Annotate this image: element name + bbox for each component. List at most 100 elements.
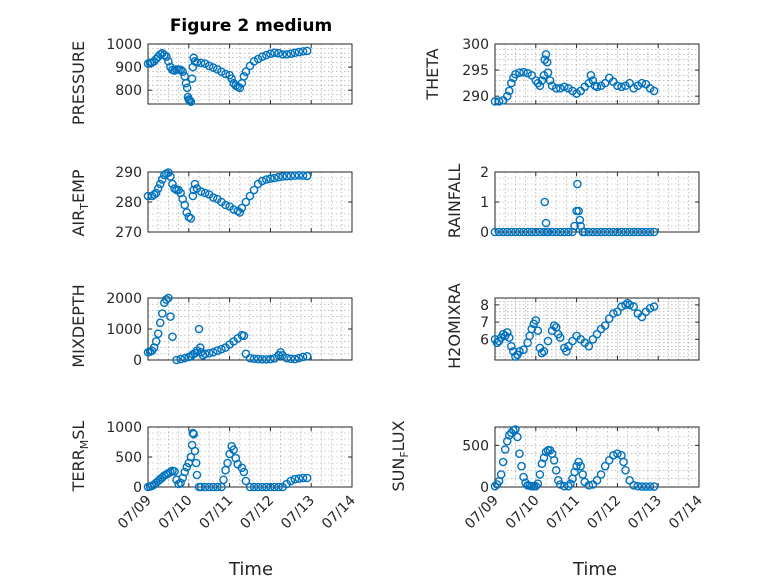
- data-point: [237, 463, 247, 473]
- data-point: [511, 352, 520, 361]
- y-axis-label-h2omixra: H2OMIXRA: [445, 283, 464, 369]
- data-point: [533, 479, 543, 488]
- y-tick-label: 900: [115, 60, 142, 76]
- data-point: [204, 348, 214, 358]
- x-tick-label: 07/11: [197, 493, 237, 533]
- data-point: [253, 482, 263, 492]
- data-point: [649, 302, 659, 311]
- data-point: [541, 218, 551, 228]
- data-point: [584, 481, 594, 490]
- data-point: [592, 82, 602, 92]
- data-point: [229, 445, 238, 455]
- y-tick-label: 800: [115, 83, 142, 99]
- data-point: [537, 348, 547, 358]
- y-tick-label: 1000: [106, 322, 142, 338]
- data-point: [609, 309, 618, 318]
- data-point: [572, 461, 581, 471]
- data-point: [257, 355, 267, 364]
- data-point: [504, 86, 514, 96]
- data-point: [555, 84, 565, 93]
- data-point: [523, 227, 532, 237]
- data-point: [190, 179, 200, 189]
- data-point: [149, 190, 159, 199]
- data-point: [270, 482, 279, 492]
- data-point: [490, 97, 500, 106]
- data-point: [502, 227, 512, 237]
- data-point: [562, 347, 571, 356]
- data-point: [551, 84, 561, 93]
- data-point: [649, 86, 659, 96]
- y-tick-label: 0: [480, 225, 489, 241]
- data-point: [239, 72, 249, 81]
- data-point: [166, 312, 175, 321]
- data-point: [282, 171, 292, 181]
- data-point: [257, 176, 267, 186]
- data-point: [494, 97, 504, 106]
- data-point: [592, 476, 602, 485]
- data-point: [249, 185, 259, 195]
- data-point: [531, 227, 541, 237]
- data-point: [541, 447, 551, 457]
- data-point: [164, 293, 173, 303]
- data-point: [645, 482, 655, 491]
- data-point: [553, 476, 563, 485]
- data-point: [535, 470, 545, 479]
- data-point: [564, 481, 573, 491]
- data-point: [570, 467, 579, 477]
- data-point: [592, 227, 602, 237]
- data-point: [527, 227, 537, 237]
- data-point: [180, 467, 190, 477]
- data-point: [294, 474, 304, 483]
- data-point: [564, 227, 573, 237]
- data-point: [580, 227, 590, 237]
- data-point: [186, 214, 196, 223]
- data-point: [186, 97, 196, 106]
- data-point: [492, 338, 502, 348]
- data-point: [235, 208, 245, 217]
- data-point: [502, 91, 512, 101]
- axes-box: [494, 297, 700, 361]
- data-point: [629, 481, 639, 490]
- data-point: [621, 300, 630, 310]
- data-point: [588, 76, 598, 85]
- data-point: [507, 78, 516, 88]
- data-point: [584, 341, 594, 351]
- y-tick-label: 500: [462, 438, 489, 454]
- data-point: [170, 467, 179, 476]
- data-point: [578, 470, 588, 479]
- data-point: [187, 74, 197, 83]
- data-point: [540, 55, 550, 64]
- data-point: [498, 227, 508, 237]
- data-point: [507, 341, 516, 351]
- data-point: [286, 49, 296, 58]
- data-point: [539, 227, 549, 237]
- data-point: [600, 461, 610, 471]
- axes-box: [147, 43, 353, 105]
- data-point: [253, 354, 263, 364]
- subplot-8: 0 500 07/09 07/10 07/11 07/12 07/13 07/14: [462, 425, 706, 532]
- data-point: [535, 81, 545, 91]
- data-point: [537, 76, 547, 85]
- y-axis-label-mixdepth: MIXDEPTH: [69, 284, 88, 367]
- y-tick-label: 1000: [106, 420, 142, 436]
- data-point: [257, 482, 267, 492]
- data-point: [513, 432, 522, 442]
- data-point: [237, 203, 247, 213]
- data-point: [586, 71, 596, 80]
- data-point: [511, 425, 520, 434]
- data-point: [600, 321, 610, 330]
- data-point: [596, 227, 606, 237]
- data-point: [185, 96, 194, 105]
- data-point: [249, 482, 259, 492]
- data-point: [180, 200, 190, 210]
- y-tick-label: 1: [480, 195, 489, 211]
- data-point: [641, 227, 651, 237]
- data-point: [637, 482, 647, 491]
- data-point: [262, 50, 271, 60]
- data-point: [213, 346, 222, 356]
- data-point: [517, 461, 526, 471]
- data-point: [219, 475, 228, 485]
- data-point: [208, 63, 218, 72]
- data-point: [290, 474, 300, 484]
